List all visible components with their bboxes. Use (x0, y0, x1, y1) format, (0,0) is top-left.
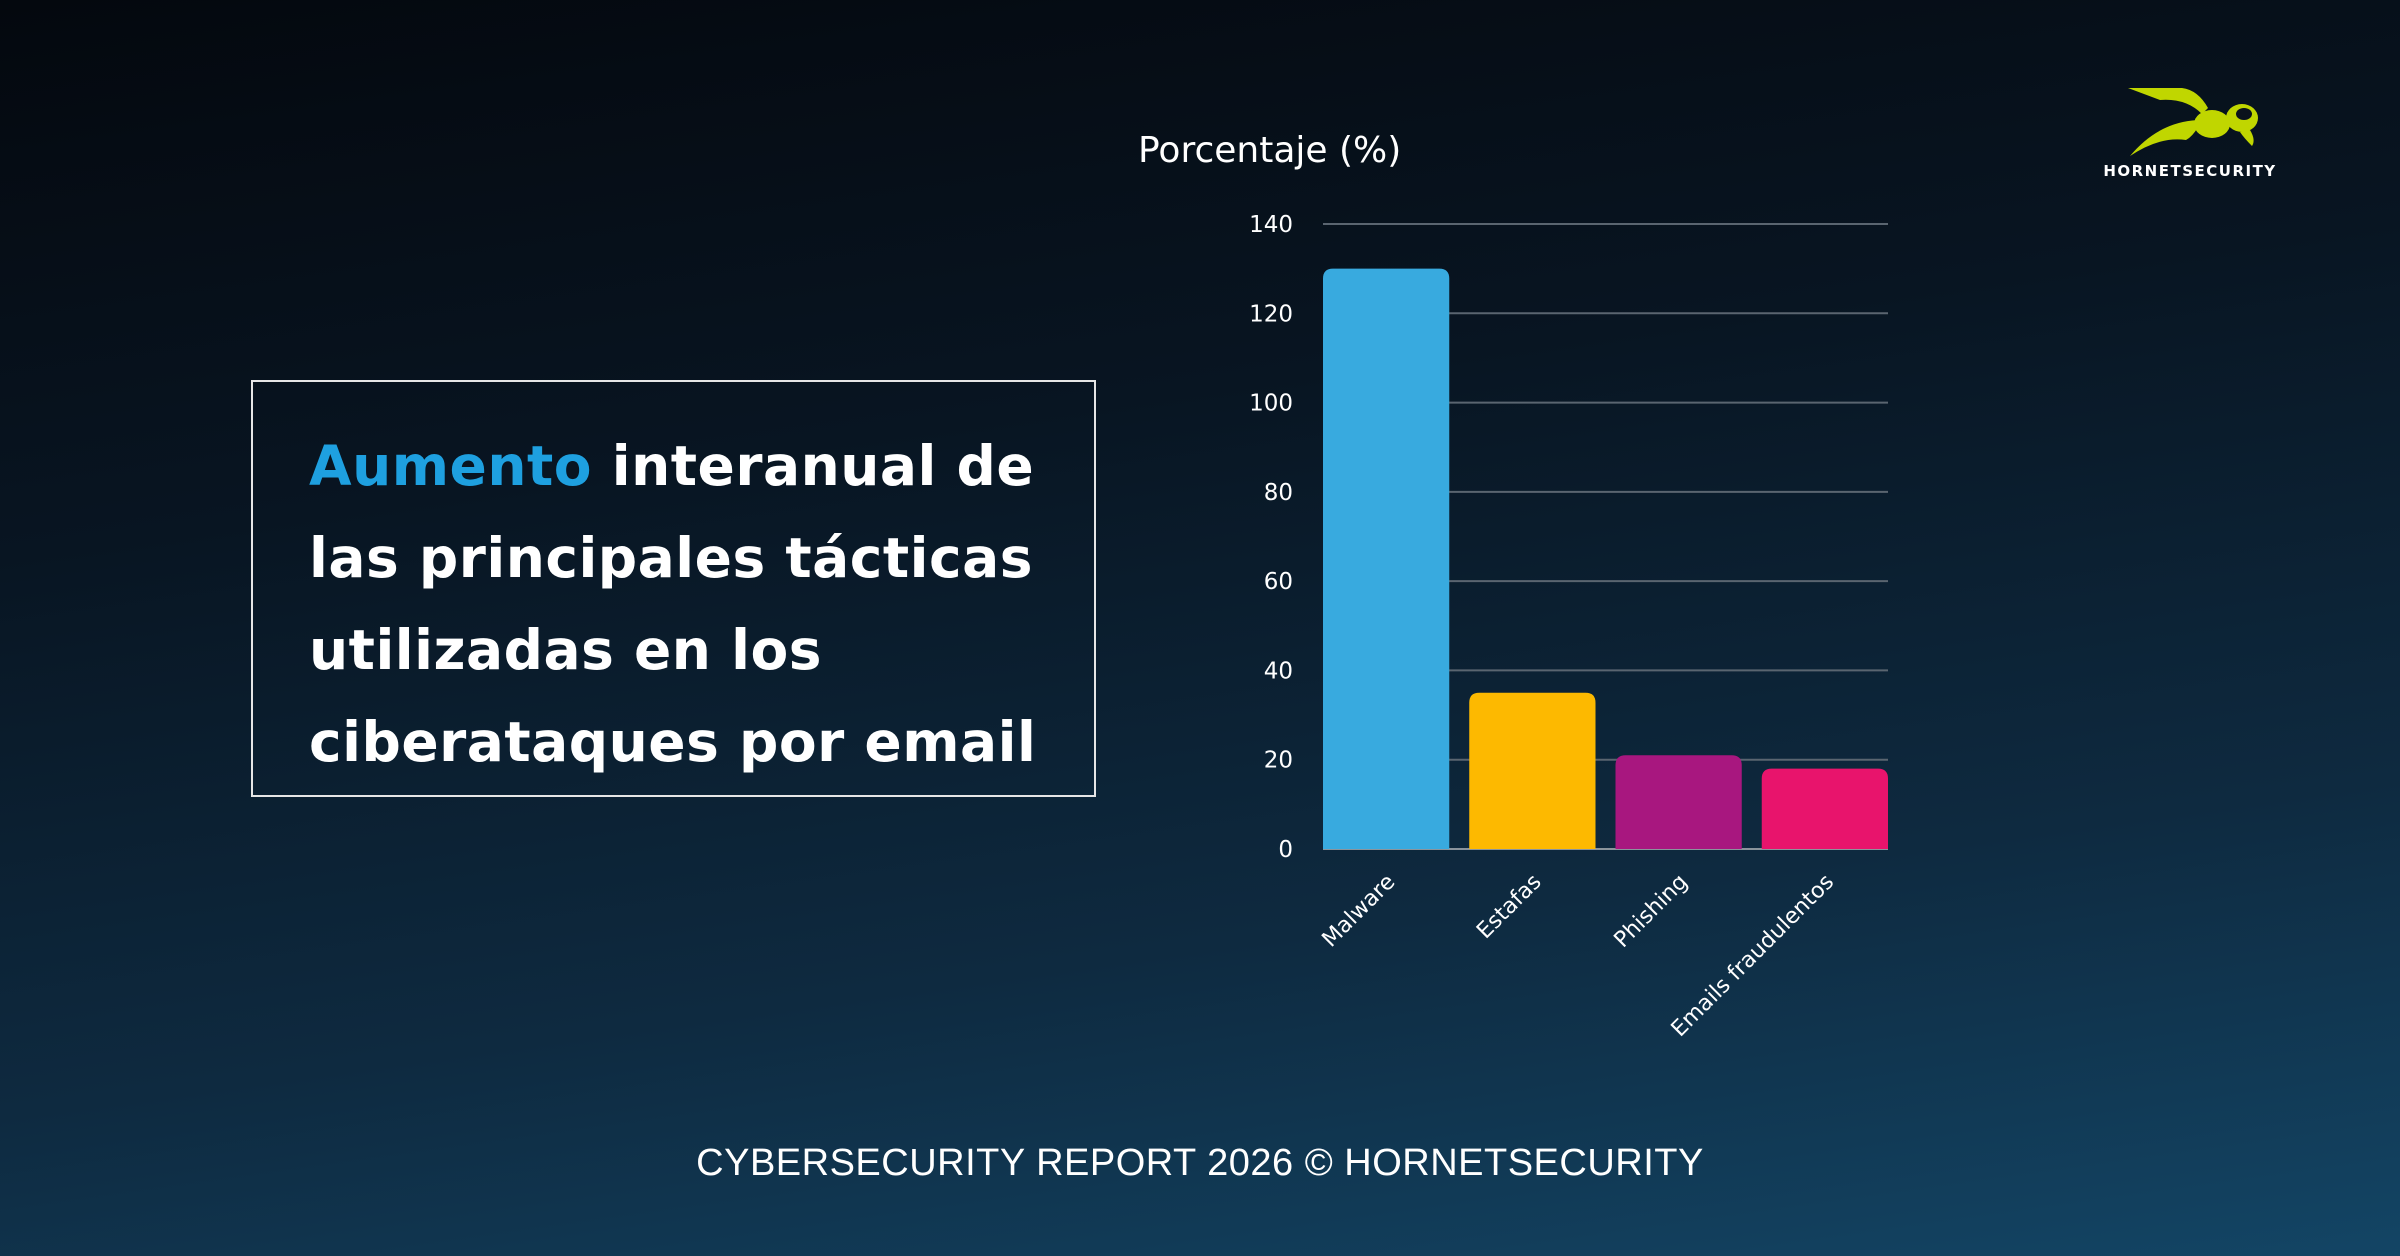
hornet-icon (2128, 88, 2258, 156)
y-tick-label: 140 (1249, 212, 1293, 238)
y-tick-label: 60 (1264, 569, 1293, 595)
bar-malware (1323, 268, 1450, 850)
logo-text: HORNETSECURITY (2103, 162, 2277, 180)
y-tick-label: 100 (1249, 391, 1293, 417)
bar-emails-fraudulentos (1761, 768, 1888, 849)
y-axis-label: Porcentaje (%) (1138, 130, 1402, 171)
y-tick-label: 80 (1264, 480, 1293, 506)
bar-phishing (1615, 755, 1742, 849)
y-tick-label: 40 (1264, 658, 1293, 684)
x-tick-label: Phishing (1610, 870, 1693, 953)
footer-credit: CYBERSECURITY REPORT 2026 © HORNETSECURI… (696, 1142, 1704, 1184)
y-tick-label: 120 (1249, 301, 1293, 327)
bar-estafas (1469, 692, 1596, 849)
headline: Aumento interanual de las principales tá… (309, 420, 1089, 788)
hornetsecurity-logo: HORNETSECURITY (2090, 80, 2290, 180)
headline-box: Aumento interanual de las principales tá… (251, 380, 1096, 797)
x-tick-label: Emails fraudulentos (1667, 870, 1839, 1042)
y-tick-label: 0 (1278, 837, 1293, 863)
headline-accent: Aumento (309, 434, 593, 498)
headline-rest: interanual de las principales tácticas u… (309, 434, 1037, 774)
x-tick-label: Estafas (1472, 870, 1546, 944)
x-tick-label: Malware (1318, 870, 1401, 953)
y-tick-label: 20 (1264, 748, 1293, 774)
